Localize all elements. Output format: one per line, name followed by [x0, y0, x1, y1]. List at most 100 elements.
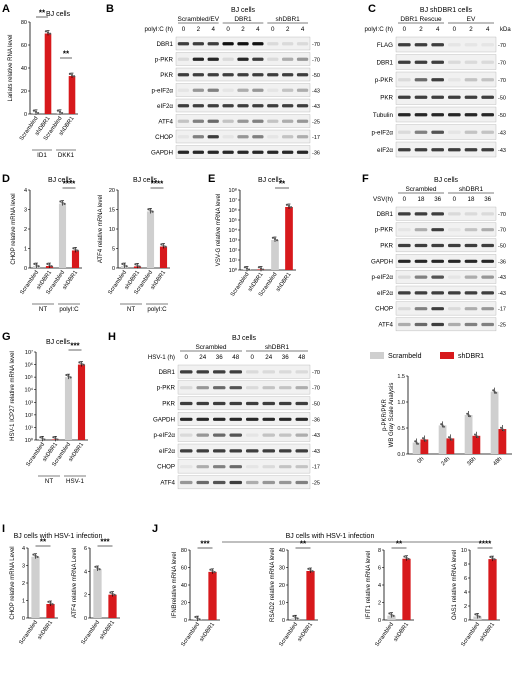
J1-bar: [208, 571, 217, 620]
B-protein-label: CHOP: [155, 134, 173, 141]
B-band: [252, 119, 264, 123]
B-band: [192, 57, 204, 61]
J4-point: [491, 557, 494, 560]
J4-ytick-label: 4: [464, 590, 467, 596]
F-blot-strip: [395, 206, 497, 221]
B-band: [296, 150, 309, 154]
G-point: [65, 373, 68, 377]
B-band: [177, 150, 190, 154]
F-band: [481, 275, 494, 279]
H-band: [278, 417, 292, 421]
B-band: [207, 42, 219, 46]
D2-point: [162, 244, 165, 247]
C-band: [414, 113, 428, 117]
B-band: [237, 57, 249, 61]
A-group-label: ID1: [37, 152, 47, 159]
C-band: [481, 148, 494, 152]
H2-point: [416, 442, 419, 445]
A-stars: **: [63, 50, 70, 59]
F-band: [398, 322, 411, 327]
F-kda-label: -70: [498, 228, 506, 234]
I2-ytick-label: 6: [84, 546, 87, 552]
panel-label: I: [2, 523, 5, 535]
C-band: [431, 148, 444, 152]
B-protein-label: PKR: [160, 72, 173, 79]
H2-ylabel: p-PKR/PKR: [382, 399, 388, 431]
H2-point: [468, 415, 471, 418]
C-band: [448, 148, 461, 152]
J4-ytick-label: 10: [461, 548, 467, 554]
B-band: [267, 104, 279, 108]
J3-point: [403, 555, 406, 558]
J2-bar: [306, 571, 315, 620]
H2-point: [499, 426, 502, 429]
H2-bar: [472, 435, 481, 454]
H-band: [179, 465, 193, 469]
B-kda-label: -43: [312, 104, 320, 110]
H-band: [295, 401, 309, 406]
H-band: [212, 370, 226, 374]
C-band: [481, 130, 494, 134]
I1-ylabel: CHOP relative mRNA Level: [10, 546, 16, 619]
J3-stars: **: [396, 540, 403, 549]
H-band: [179, 386, 193, 390]
J2-point: [294, 616, 297, 619]
J1-point: [194, 615, 197, 619]
H-band: [295, 370, 309, 374]
H-band: [212, 401, 226, 406]
H-title: BJ cells: [232, 335, 257, 342]
H-band: [295, 465, 309, 469]
B-band: [177, 104, 190, 108]
B-band: [252, 150, 264, 154]
H-kda-label: -17: [312, 465, 320, 471]
H-blot-strip: [177, 428, 311, 442]
B-band: [296, 119, 309, 123]
E-point: [289, 206, 293, 209]
H2-point: [502, 429, 505, 432]
B-protein-label: p-eIF2α: [152, 87, 174, 94]
I1-ytick-label: 1: [22, 599, 25, 605]
G-point: [80, 362, 83, 365]
F-kda-label: -43: [498, 275, 506, 281]
C-kda-label: -50: [498, 113, 506, 119]
H2-point: [475, 434, 478, 437]
H-band: [278, 386, 292, 390]
H-blot-strip: [177, 412, 311, 426]
E-point: [259, 267, 263, 270]
F-time: 36: [484, 196, 491, 203]
C-kda-label: -50: [498, 95, 506, 101]
A-point: [60, 111, 64, 115]
J2-stars: **: [300, 540, 307, 549]
H-band: [212, 433, 226, 437]
D2-bar: [146, 211, 155, 268]
J4-ylabel: OAS1 relative mRNA level: [452, 550, 458, 620]
C-protein-label: eIF2α: [377, 147, 393, 154]
H-time: 48: [232, 354, 239, 361]
B-band: [192, 88, 204, 92]
F-band: [414, 322, 428, 327]
D2-title: BJ cells: [133, 177, 158, 184]
I1-stars: **: [40, 538, 47, 547]
J2-ytick-label: 10: [279, 601, 285, 607]
H2-point: [423, 438, 426, 441]
F-protein-label: ATF4: [378, 322, 393, 329]
D1-stars: ****: [63, 180, 76, 189]
H-legend-label: shDBR1: [458, 353, 484, 360]
H-band: [245, 401, 259, 406]
H-legend-label: Scrambeld: [388, 353, 422, 360]
F-band: [464, 275, 478, 279]
H2-point: [473, 433, 476, 436]
G-point: [41, 437, 44, 440]
C-blot-strip: [395, 124, 497, 140]
I1-ytick-label: 0: [22, 616, 25, 622]
J4-point: [489, 555, 492, 559]
B-protein-label: GAPDH: [151, 149, 173, 156]
A-ylabel: Lariats relative RNA level: [8, 34, 14, 101]
J4-point: [476, 614, 479, 617]
F-band: [448, 291, 461, 295]
H-band: [179, 401, 193, 406]
H-band: [196, 386, 210, 390]
B-group: shDBR1: [276, 16, 301, 23]
B-band: [237, 135, 249, 139]
B-band: [222, 57, 234, 61]
